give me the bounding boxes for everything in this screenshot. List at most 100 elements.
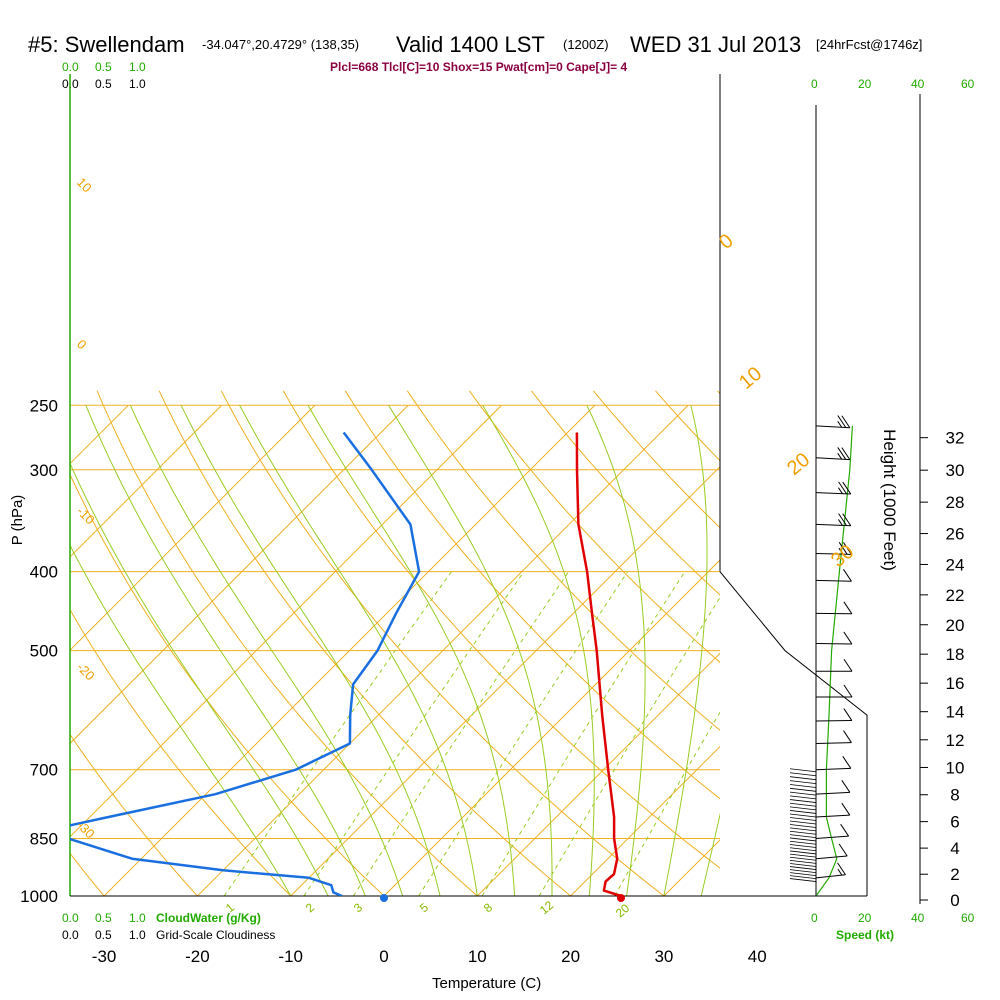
isotherm-label: -20 bbox=[74, 660, 98, 684]
moist-adiabat bbox=[482, 405, 595, 896]
cloudwater-tick-top-0: 0.0 bbox=[62, 60, 79, 74]
height-tick-8: 8 bbox=[950, 786, 959, 805]
mixing-ratio-label: 8 bbox=[481, 900, 495, 915]
wind-barb bbox=[815, 631, 853, 645]
height-tick-28: 28 bbox=[946, 493, 965, 512]
x-tick-6: 30 bbox=[654, 947, 673, 966]
wind-barb-low bbox=[789, 837, 817, 842]
wind-barb-low bbox=[789, 863, 817, 867]
zulu-time: (1200Z) bbox=[563, 37, 609, 52]
moist-adiabat bbox=[586, 405, 646, 896]
moist-adiabat bbox=[70, 462, 329, 896]
wind-barb-low bbox=[789, 791, 817, 796]
speed-tick-top-0: 0 bbox=[811, 77, 818, 91]
moist-adiabat bbox=[388, 405, 553, 896]
cloudwater-tick-bottom-2: 1.0 bbox=[129, 911, 146, 925]
wind-barb-low bbox=[789, 840, 817, 845]
pressure-tick-1000: 1000 bbox=[20, 887, 58, 906]
pressure-tick-500: 500 bbox=[30, 642, 58, 661]
height-tick-30: 30 bbox=[946, 461, 965, 480]
cloudiness-tick-bottom-2: 1.0 bbox=[129, 928, 146, 942]
height-tick-26: 26 bbox=[946, 525, 965, 544]
height-tick-4: 4 bbox=[950, 839, 959, 858]
cloudwater-tick-bottom-1: 0.5 bbox=[95, 911, 112, 925]
height-tick-0: 0 bbox=[950, 891, 959, 910]
wind-barb-low bbox=[789, 872, 817, 876]
wind-barb-low bbox=[789, 856, 817, 861]
pressure-tick-300: 300 bbox=[30, 461, 58, 480]
wind-barb-low bbox=[789, 776, 817, 781]
height-tick-2: 2 bbox=[950, 865, 959, 884]
dry-adiabat bbox=[282, 390, 720, 869]
x-tick-5: 20 bbox=[561, 947, 580, 966]
isotherm bbox=[383, 559, 720, 896]
dry-adiabat-label: 30 bbox=[827, 541, 858, 572]
height-tick-22: 22 bbox=[946, 586, 965, 605]
isotherm bbox=[70, 404, 316, 651]
mixing-ratio-line bbox=[538, 596, 720, 896]
speed-tick-bottom-2: 40 bbox=[911, 911, 925, 925]
wind-barb-low bbox=[789, 810, 817, 814]
y-axis-title: P (hPa) bbox=[9, 495, 26, 546]
station-title: #5: Swellendam bbox=[28, 32, 185, 57]
isotherm bbox=[70, 404, 502, 838]
wind-barb-low bbox=[789, 817, 817, 821]
wind-barb-low bbox=[789, 824, 817, 828]
wind-barb bbox=[815, 708, 853, 722]
valid-date: WED 31 Jul 2013 bbox=[630, 32, 801, 57]
wind-barb-low bbox=[789, 799, 817, 803]
wind-barb-low bbox=[789, 875, 817, 879]
mixing-ratio-label: 2 bbox=[303, 900, 317, 915]
cloudiness-tick-top-2: 1.0 bbox=[129, 77, 146, 91]
wind-barb-low bbox=[789, 844, 817, 848]
wind-barb bbox=[815, 542, 852, 555]
wind-barb bbox=[816, 684, 853, 698]
pressure-tick-850: 850 bbox=[30, 829, 58, 848]
height-tick-18: 18 bbox=[946, 645, 965, 664]
dry-adiabat bbox=[70, 608, 292, 896]
dry-adiabat bbox=[0, 391, 24, 914]
height-tick-20: 20 bbox=[946, 616, 965, 635]
mixing-ratio-label: 5 bbox=[417, 900, 431, 915]
bottom-scales: 0.0 0.5 1.0 CloudWater (g/Kg) 0.0 0.5 1.… bbox=[62, 911, 975, 942]
cloudwater-tick-top-1: 0.5 bbox=[95, 60, 112, 74]
dry-adiabat bbox=[406, 390, 720, 731]
wind-barb-low bbox=[789, 795, 817, 800]
wind-barb-low bbox=[789, 768, 817, 773]
wind-barb bbox=[815, 780, 851, 795]
cloudiness-label: Grid-Scale Cloudiness bbox=[156, 928, 275, 942]
wind-barb-low bbox=[789, 859, 817, 864]
moist-adiabat bbox=[663, 405, 708, 896]
height-tick-32: 32 bbox=[946, 429, 965, 448]
wind-barb bbox=[815, 730, 852, 745]
isotherm-label: 10 bbox=[74, 175, 95, 196]
moist-adiabat bbox=[85, 405, 366, 896]
dry-adiabat bbox=[158, 390, 572, 896]
height-axis-title: Height (1000 Feet) bbox=[880, 429, 899, 571]
isotherm bbox=[70, 404, 223, 558]
isotherm-label: 0 bbox=[74, 337, 90, 353]
dry-adiabat-label: 20 bbox=[783, 449, 814, 480]
wind-barb-low bbox=[789, 866, 817, 870]
height-tick-6: 6 bbox=[950, 813, 959, 832]
mixing-ratio-label: 12 bbox=[537, 898, 556, 918]
wind-barb-low bbox=[789, 878, 817, 882]
sounding-lines bbox=[70, 431, 622, 896]
moist-adiabat bbox=[239, 405, 478, 896]
x-tick-2: -10 bbox=[278, 947, 303, 966]
wind-barb-low bbox=[789, 820, 817, 825]
forecast-info: [24hrFcst@1746z] bbox=[816, 37, 922, 52]
pressure-tick-700: 700 bbox=[30, 761, 58, 780]
dry-adiabat bbox=[842, 391, 1000, 914]
pressure-tick-250: 250 bbox=[30, 396, 58, 415]
sounding-indices: Plcl=668 Tlcl[C]=10 Shox=15 Pwat[cm]=0 C… bbox=[330, 60, 627, 74]
isotherm bbox=[476, 652, 720, 896]
wind-barb-low bbox=[789, 802, 817, 807]
wind-barb-low bbox=[789, 780, 817, 785]
wind-barb bbox=[815, 569, 852, 582]
dry-adiabat bbox=[220, 390, 665, 896]
mixing-ratio-label: 3 bbox=[351, 900, 365, 915]
cloudwater-label: CloudWater (g/Kg) bbox=[156, 911, 261, 925]
wind-panel-border bbox=[719, 571, 868, 896]
